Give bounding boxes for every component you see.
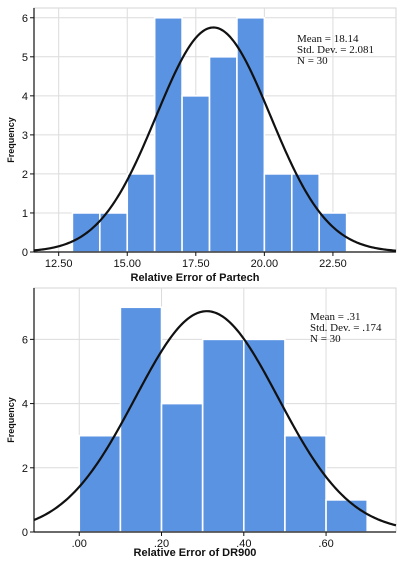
y-tick-label: 4 xyxy=(22,399,28,411)
histogram-bar xyxy=(160,402,204,533)
histogram-bar xyxy=(242,338,286,533)
x-tick-label: 20.00 xyxy=(251,258,279,270)
x-tick-label: .40 xyxy=(236,538,251,550)
histogram-bar xyxy=(181,95,211,253)
y-tick-label: 1 xyxy=(22,208,28,220)
y-tick-label: 6 xyxy=(22,334,28,346)
x-tick-label: 17.50 xyxy=(182,258,210,270)
histogram-bar xyxy=(153,16,183,253)
histogram-bar xyxy=(78,434,122,533)
x-axis-title: Relative Error of Partech xyxy=(131,272,260,284)
histogram-bar xyxy=(284,434,327,533)
histogram-bar xyxy=(99,212,129,253)
y-tick-label: 0 xyxy=(22,527,28,539)
stats-line: Std. Dev. = .174 xyxy=(310,322,382,334)
y-axis-title: Frequency xyxy=(6,117,16,163)
x-tick-label: .00 xyxy=(72,538,87,550)
histogram-panel-1: 0 1 2 3 4 5 6 12.50 15.00 17.50 20.00 22.50 Relative… xyxy=(6,7,397,284)
normal-curve xyxy=(33,26,397,252)
histogram-bar xyxy=(126,173,156,253)
y-tick-label: 0 xyxy=(22,247,28,259)
x-tick-label: .20 xyxy=(154,538,169,550)
x-tick-label: .60 xyxy=(318,538,333,550)
stats-line: Mean = .31 xyxy=(310,311,361,323)
y-tick-label: 2 xyxy=(22,463,28,475)
stats-line: N = 30 xyxy=(310,333,341,345)
y-axis-title: Frequency xyxy=(6,397,16,443)
histogram-panel-2: 0 2 4 6 .00 .20 .40 .60 Relative Error of DR900 F… xyxy=(6,287,397,559)
y-tick-label: 2 xyxy=(22,169,28,181)
x-axis-title: Relative Error of DR900 xyxy=(134,547,257,559)
histogram-bar xyxy=(325,499,369,533)
stats-line: N = 30 xyxy=(297,55,328,67)
y-tick-label: 3 xyxy=(22,130,28,142)
y-tick-label: 6 xyxy=(22,13,28,25)
y-tick-label: 5 xyxy=(22,52,28,64)
stats-line: Std. Dev. = 2.081 xyxy=(297,44,374,56)
histogram-bar xyxy=(318,212,348,253)
x-tick-label: 22.50 xyxy=(319,258,347,270)
histogram-bar xyxy=(201,338,245,533)
x-tick-label: 15.00 xyxy=(113,258,141,270)
x-tick-label: 12.50 xyxy=(45,258,73,270)
stats-line: Mean = 18.14 xyxy=(297,33,359,45)
histogram-bar xyxy=(208,55,238,253)
histogram-bar xyxy=(119,306,163,533)
histogram-bar xyxy=(263,173,293,253)
y-tick-label: 4 xyxy=(22,91,28,103)
normal-curve xyxy=(33,310,397,527)
histogram-bar xyxy=(290,173,321,253)
